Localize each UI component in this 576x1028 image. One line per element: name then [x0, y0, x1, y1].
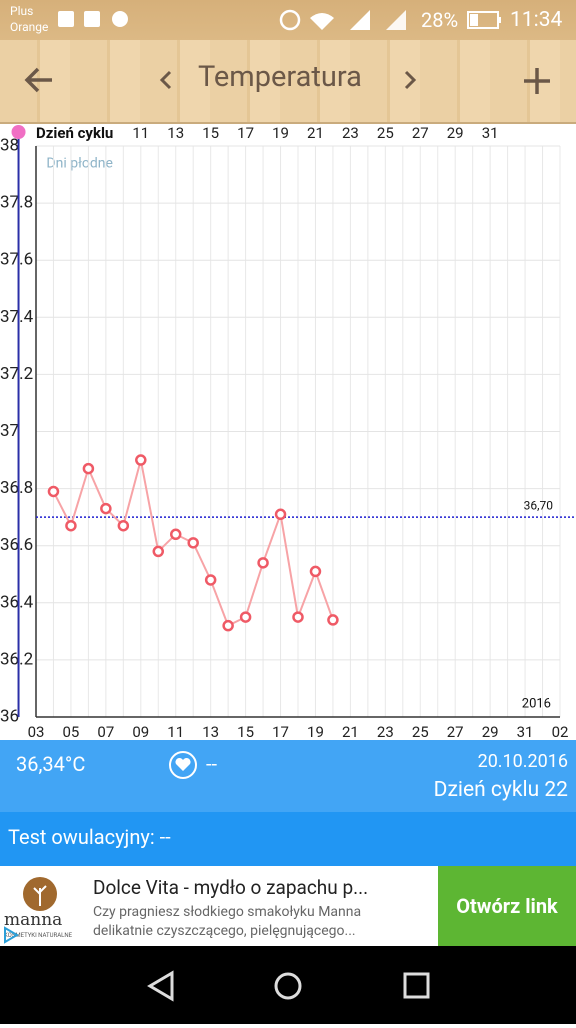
year-label: 2016 [522, 696, 551, 711]
status-bar: Plus Orange 28% 11:34 [0, 0, 576, 40]
temperature-point [47, 485, 60, 498]
back-button[interactable] [22, 62, 58, 98]
temperature-point [187, 537, 199, 549]
mood-icon[interactable] [168, 750, 198, 780]
y-tick-label: 38 [0, 135, 19, 155]
ad-choices[interactable] [2, 926, 20, 944]
top-tick-label: 21 [307, 124, 324, 142]
top-tick-label: 29 [447, 124, 464, 142]
top-tick-label: 17 [237, 124, 254, 142]
x-tick-label: 25 [412, 723, 429, 740]
ad-title: Dolce Vita - mydło o zapachu p... [93, 876, 369, 899]
top-tick-label: 15 [202, 124, 219, 142]
x-tick-label: 31 [517, 723, 534, 740]
nav-back[interactable] [147, 970, 174, 1002]
y-tick-label: 37.2 [0, 364, 33, 384]
cycle-day: Dzień cyklu 22 [433, 778, 568, 802]
toolbar-title: Temperatura [198, 60, 362, 94]
temperature-point [239, 611, 252, 623]
x-tick-label: 27 [447, 723, 464, 740]
temperature-point [117, 519, 130, 532]
top-tick-label: 11 [132, 124, 149, 142]
temperature-point [222, 619, 234, 632]
x-tick-label: 07 [97, 723, 114, 740]
nav-icons [147, 970, 430, 1002]
y-tick-label: 36.4 [0, 592, 34, 612]
y-tick-label: 36 [0, 706, 19, 726]
x-tick-label: 05 [62, 723, 79, 740]
ad-logo [23, 877, 57, 911]
date: 20.10.2016 [477, 751, 568, 772]
temperature-point [274, 508, 287, 521]
temperature-point [204, 574, 217, 586]
carrier-line: Plus [10, 4, 34, 18]
top-tick-label: 27 [412, 124, 429, 142]
ad-text: Czy pragniesz słodkiego smakołyku Manna [93, 904, 362, 920]
x-tick-label: 02 [552, 723, 569, 740]
system-icons [279, 9, 406, 31]
ovulation-icon [11, 125, 26, 139]
ad-text: delikatnie czyszczącego, pielęgnującego.… [93, 923, 356, 939]
temperature-point [82, 462, 95, 475]
nav-bar [0, 946, 576, 1024]
nav-home[interactable] [274, 972, 302, 1000]
clock: 11:34 [510, 8, 563, 32]
temperature-point [65, 519, 77, 532]
x-tick-label: 23 [377, 723, 394, 740]
carrier-line: Orange [10, 20, 49, 34]
ad-brand-sub: KOSMETYKI NATURALNE [4, 932, 73, 939]
top-tick-label: 19 [272, 124, 289, 142]
temperature-point [135, 454, 147, 466]
info-panel: 36,34°C -- 20.10.2016 Dzień cyklu 22 [0, 740, 576, 812]
x-tick-label: 17 [272, 723, 289, 740]
battery-icon [467, 11, 501, 29]
y-tick-label: 36.6 [0, 535, 33, 555]
x-tick-label: 29 [482, 723, 499, 740]
top-tick-label: 23 [342, 124, 359, 142]
top-axis-label: Dzień cyklu [36, 124, 113, 142]
toolbar: Temperatura [0, 40, 576, 124]
y-tick-label: 37.6 [0, 250, 33, 270]
y-tick-label: 37.8 [0, 193, 33, 213]
temperature: 36,34°C [16, 752, 86, 776]
temperature-point [169, 528, 182, 541]
x-tick-label: 09 [132, 723, 149, 740]
x-tick-label: 21 [342, 723, 359, 740]
nav-recents[interactable] [403, 972, 430, 999]
x-tick-label: 19 [307, 723, 324, 740]
x-tick-label: 15 [237, 723, 254, 740]
top-tick-label: 13 [167, 124, 184, 142]
notification-icons [58, 11, 128, 27]
prev-button[interactable] [156, 68, 176, 92]
y-tick-label: 36.8 [0, 478, 33, 498]
temperature-point [309, 565, 322, 578]
chart: Dni płodne 36 36.2 36.4 36.6 36.8 37 37.2 37.4 37… [0, 124, 576, 740]
temperature-point [327, 614, 339, 626]
y-tick-label: 37.4 [0, 307, 34, 327]
temperature-point [152, 545, 165, 558]
y-tick-label: 36.2 [0, 649, 33, 669]
temperature-point [257, 557, 269, 569]
y-tick-label: 37 [0, 421, 19, 441]
top-tick-label: 31 [482, 124, 499, 142]
x-tick-label: 03 [28, 723, 45, 740]
mood: -- [206, 752, 218, 776]
add-button[interactable] [522, 66, 552, 96]
reference-label: 36,70 [524, 498, 554, 512]
ad-banner[interactable]: manna KOSMETYKI NATURALNE Dolce Vita - m… [0, 866, 576, 946]
temperature-point [292, 611, 304, 623]
top-tick-label: 25 [377, 124, 394, 142]
ovulation-test[interactable]: Test owulacyjny: -- [0, 812, 576, 866]
carrier: Plus Orange [10, 3, 48, 35]
battery-text: 28% [421, 8, 459, 32]
x-tick-label: 11 [167, 723, 184, 740]
fertile-label: Dni płodne [46, 156, 112, 172]
ovulation-test-label: Test owulacyjny: -- [8, 825, 171, 849]
temperature-point [100, 502, 112, 515]
ad-brand: manna [4, 910, 63, 930]
ad-button[interactable]: Otwórz link [438, 866, 576, 946]
x-tick-label: 13 [202, 723, 219, 740]
next-button[interactable] [400, 68, 420, 92]
